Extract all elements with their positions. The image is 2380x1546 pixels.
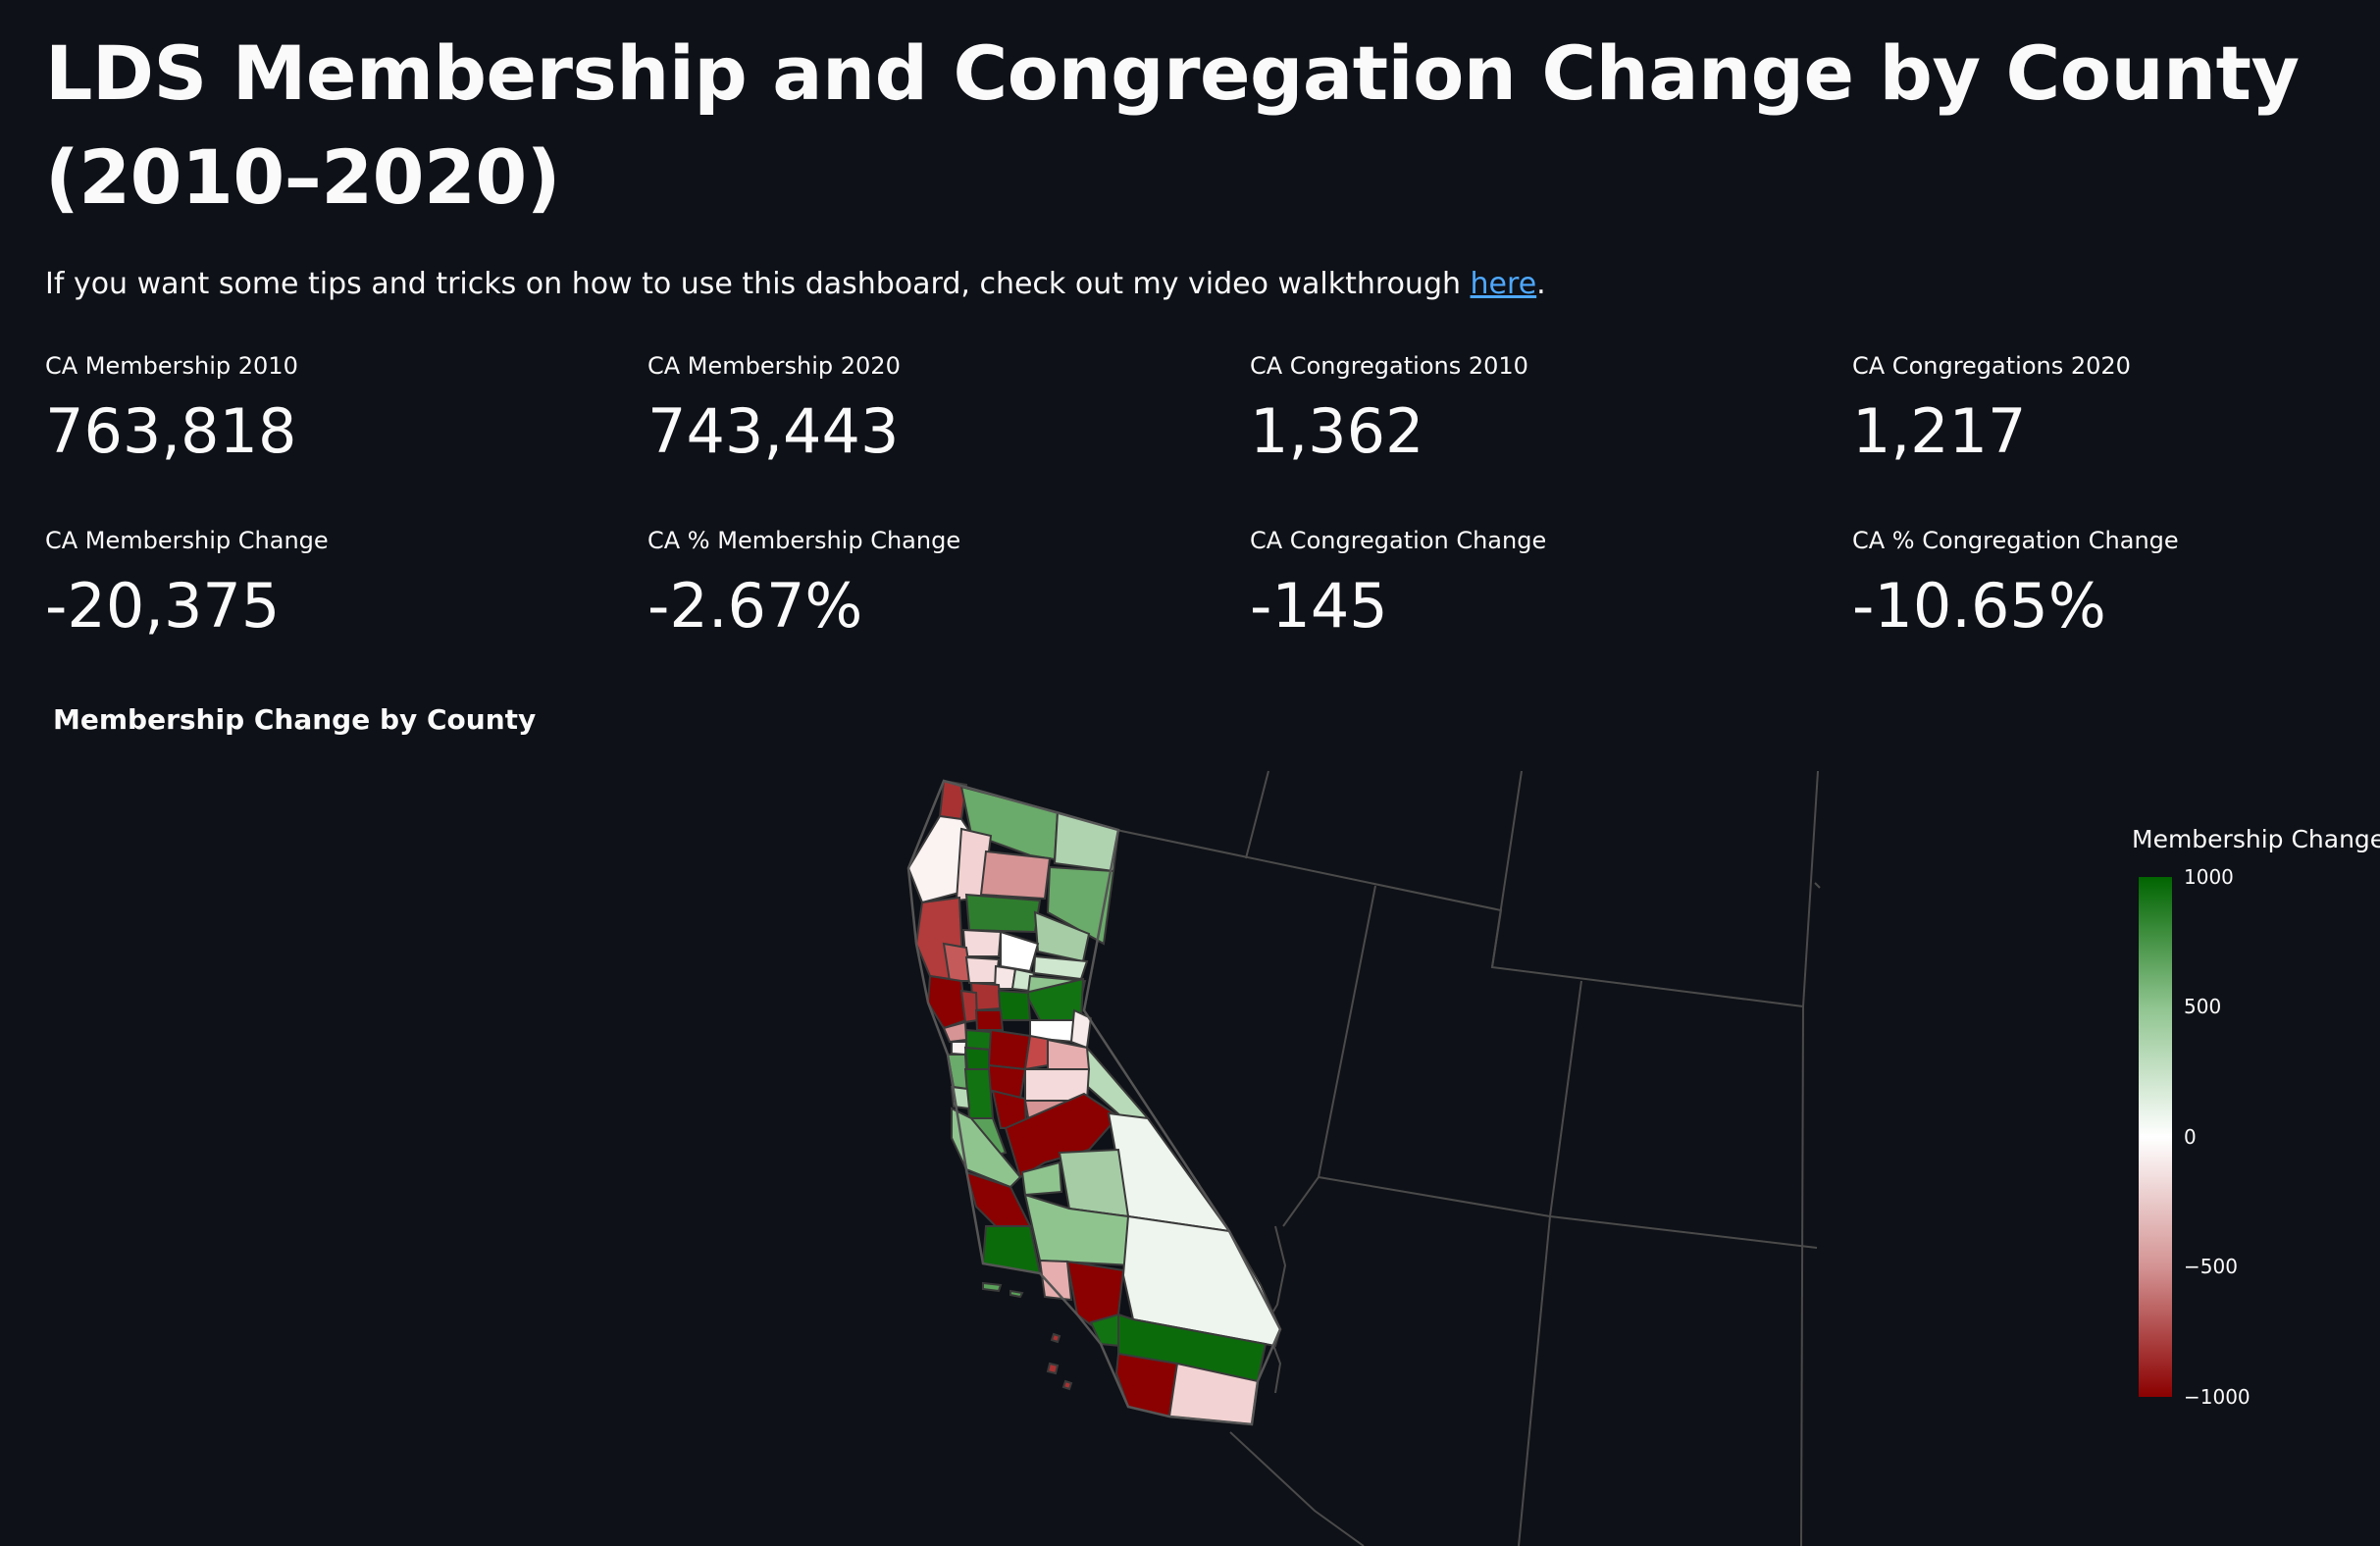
metric-membership-change: CA Membership Change -20,375 [45, 524, 614, 645]
colorbar-tick: −500 [2184, 1255, 2238, 1278]
intro-text: If you want some tips and tricks on how … [45, 261, 1546, 308]
colorbar-title: Membership Change [2132, 825, 2380, 853]
map-title: Membership Change by County [53, 703, 537, 736]
metric-pct-congregation-change: CA % Congregation Change -10.65% [1852, 524, 2380, 645]
county-sierra[interactable] [1032, 954, 1089, 981]
metric-label: CA Congregations 2020 [1852, 352, 2131, 380]
county-san-joaquin[interactable] [987, 1028, 1032, 1071]
metric-label: CA % Congregation Change [1852, 527, 2179, 554]
county-alameda[interactable] [963, 1046, 990, 1070]
metric-value: -20,375 [45, 570, 281, 642]
metric-label: CA Membership 2020 [647, 352, 901, 380]
county-contra-costa[interactable] [965, 1028, 992, 1052]
video-walkthrough-link[interactable]: here [1470, 267, 1537, 301]
metric-value: 1,362 [1250, 395, 1424, 467]
colorbar [2139, 877, 2172, 1397]
county-santa-clara[interactable] [963, 1068, 995, 1119]
metric-value: -2.67% [647, 570, 863, 642]
metric-pct-membership-change: CA % Membership Change -2.67% [647, 524, 1216, 645]
colorbar-tick: 0 [2184, 1125, 2197, 1149]
colorbar-tick: 1000 [2184, 865, 2234, 889]
california-outline [906, 779, 1282, 1426]
metric-value: 743,443 [647, 395, 900, 467]
county-kings[interactable] [1020, 1160, 1063, 1197]
county-butte[interactable] [1000, 930, 1040, 973]
metric-label: CA Congregation Change [1250, 527, 1547, 554]
metric-membership-2020: CA Membership 2020 743,443 [647, 349, 1216, 471]
county-san-diego[interactable] [1114, 1352, 1179, 1418]
county-napa[interactable] [959, 989, 979, 1024]
metric-congregations-2020: CA Congregations 2020 1,217 [1852, 349, 2380, 471]
county-riverside[interactable] [1117, 1313, 1268, 1383]
county-sacramento[interactable] [997, 989, 1032, 1021]
colorbar-tick: −1000 [2184, 1385, 2251, 1409]
county-san-francisco[interactable] [951, 1041, 968, 1056]
channel-islands-south[interactable] [1046, 1332, 1073, 1391]
county-lassen[interactable] [1046, 865, 1115, 946]
california-counties[interactable] [906, 779, 1282, 1426]
county-shasta[interactable] [979, 850, 1052, 901]
metric-label: CA Membership Change [45, 527, 329, 554]
colorbar-tick: 500 [2184, 995, 2222, 1018]
county-colusa[interactable] [964, 955, 1001, 984]
metric-congregation-change: CA Congregation Change -145 [1250, 524, 1819, 645]
channel-islands[interactable] [982, 1281, 1024, 1299]
county-tehama[interactable] [964, 893, 1042, 934]
metric-value: 1,217 [1852, 395, 2027, 467]
county-ventura[interactable] [1038, 1259, 1073, 1302]
county-solano[interactable] [974, 1009, 1005, 1031]
intro-text-after: . [1536, 267, 1546, 301]
metric-label: CA Membership 2010 [45, 352, 298, 380]
metric-label: CA Congregations 2010 [1250, 352, 1528, 380]
metric-label: CA % Membership Change [647, 527, 961, 554]
county-tulare[interactable] [1058, 1148, 1130, 1218]
choropleth-map[interactable] [0, 746, 2380, 1546]
page-title: LDS Membership and Congregation Change b… [45, 29, 2300, 221]
county-santa-barbara[interactable] [981, 1225, 1042, 1275]
metric-congregations-2010: CA Congregations 2010 1,362 [1250, 349, 1819, 471]
county-glenn[interactable] [961, 928, 1003, 957]
metric-value: -10.65% [1852, 570, 2106, 642]
metric-value: -145 [1250, 570, 1388, 642]
state-borders [1115, 770, 1821, 1546]
metric-membership-2010: CA Membership 2010 763,818 [45, 349, 614, 471]
metric-value: 763,818 [45, 395, 297, 467]
intro-text-before: If you want some tips and tricks on how … [45, 267, 1471, 301]
